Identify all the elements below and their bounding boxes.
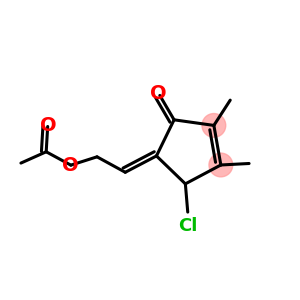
Text: Cl: Cl <box>178 218 197 236</box>
Text: O: O <box>62 156 78 175</box>
Text: O: O <box>40 116 57 134</box>
Text: O: O <box>150 85 166 104</box>
Circle shape <box>202 113 226 137</box>
Circle shape <box>209 153 233 177</box>
